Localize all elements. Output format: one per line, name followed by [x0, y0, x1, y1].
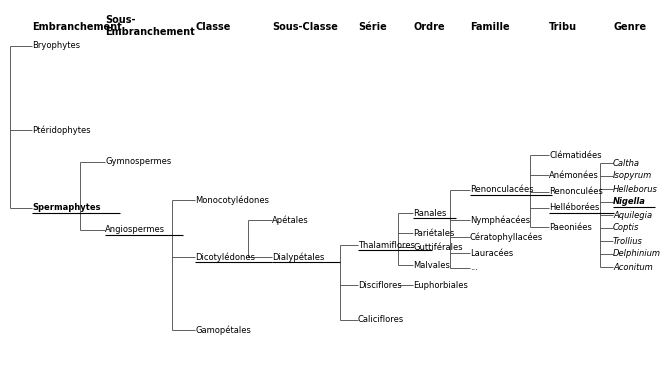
Text: Renonculées: Renonculées	[549, 187, 603, 197]
Text: Aquilegia: Aquilegia	[613, 210, 652, 220]
Text: Disciflores: Disciflores	[358, 280, 402, 289]
Text: Ptéridophytes: Ptéridophytes	[32, 125, 91, 135]
Text: Helleborus: Helleborus	[613, 184, 658, 194]
Text: Pariétales: Pariétales	[413, 229, 454, 237]
Text: Caliciflores: Caliciflores	[358, 315, 404, 325]
Text: Embranchement: Embranchement	[32, 22, 122, 32]
Text: Dialypétales: Dialypétales	[272, 252, 324, 262]
Text: Malvales: Malvales	[413, 260, 450, 269]
Text: Angiospermes: Angiospermes	[105, 226, 165, 234]
Text: Aconitum: Aconitum	[613, 263, 653, 272]
Text: Delphinium: Delphinium	[613, 250, 661, 259]
Text: Coptis: Coptis	[613, 223, 639, 233]
Text: Thalamiflores: Thalamiflores	[358, 240, 415, 250]
Text: Dicotylédones: Dicotylédones	[195, 252, 255, 262]
Text: Trollius: Trollius	[613, 236, 643, 246]
Text: Tribu: Tribu	[549, 22, 577, 32]
Text: Nymphéacées: Nymphéacées	[470, 215, 530, 225]
Text: Sous-
Embranchement: Sous- Embranchement	[105, 15, 195, 37]
Text: Nigella: Nigella	[613, 197, 646, 207]
Text: Apétales: Apétales	[272, 215, 309, 225]
Text: Clématidées: Clématidées	[549, 151, 601, 160]
Text: Monocotylédones: Monocotylédones	[195, 195, 269, 205]
Text: Cératophyllacées: Cératophyllacées	[470, 232, 543, 242]
Text: Série: Série	[358, 22, 387, 32]
Text: Famille: Famille	[470, 22, 510, 32]
Text: Classe: Classe	[195, 22, 230, 32]
Text: Bryophytes: Bryophytes	[32, 42, 80, 50]
Text: Caltha: Caltha	[613, 158, 640, 167]
Text: Gymnospermes: Gymnospermes	[105, 158, 171, 167]
Text: ...: ...	[470, 263, 478, 273]
Text: Euphorbiales: Euphorbiales	[413, 280, 468, 289]
Text: Isopyrum: Isopyrum	[613, 171, 652, 181]
Text: Guttiférales: Guttiférales	[413, 243, 463, 252]
Text: Renonculacées: Renonculacées	[470, 186, 534, 194]
Text: Lauracées: Lauracées	[470, 249, 513, 257]
Text: Paeoniées: Paeoniées	[549, 223, 592, 232]
Text: Helléborées: Helléborées	[549, 204, 599, 213]
Text: Ordre: Ordre	[413, 22, 445, 32]
Text: Anémonées: Anémonées	[549, 171, 599, 180]
Text: Gamopétales: Gamopétales	[195, 325, 251, 335]
Text: Genre: Genre	[613, 22, 646, 32]
Text: Spermaphytes: Spermaphytes	[32, 204, 101, 213]
Text: Sous-Classe: Sous-Classe	[272, 22, 338, 32]
Text: Ranales: Ranales	[413, 209, 446, 217]
